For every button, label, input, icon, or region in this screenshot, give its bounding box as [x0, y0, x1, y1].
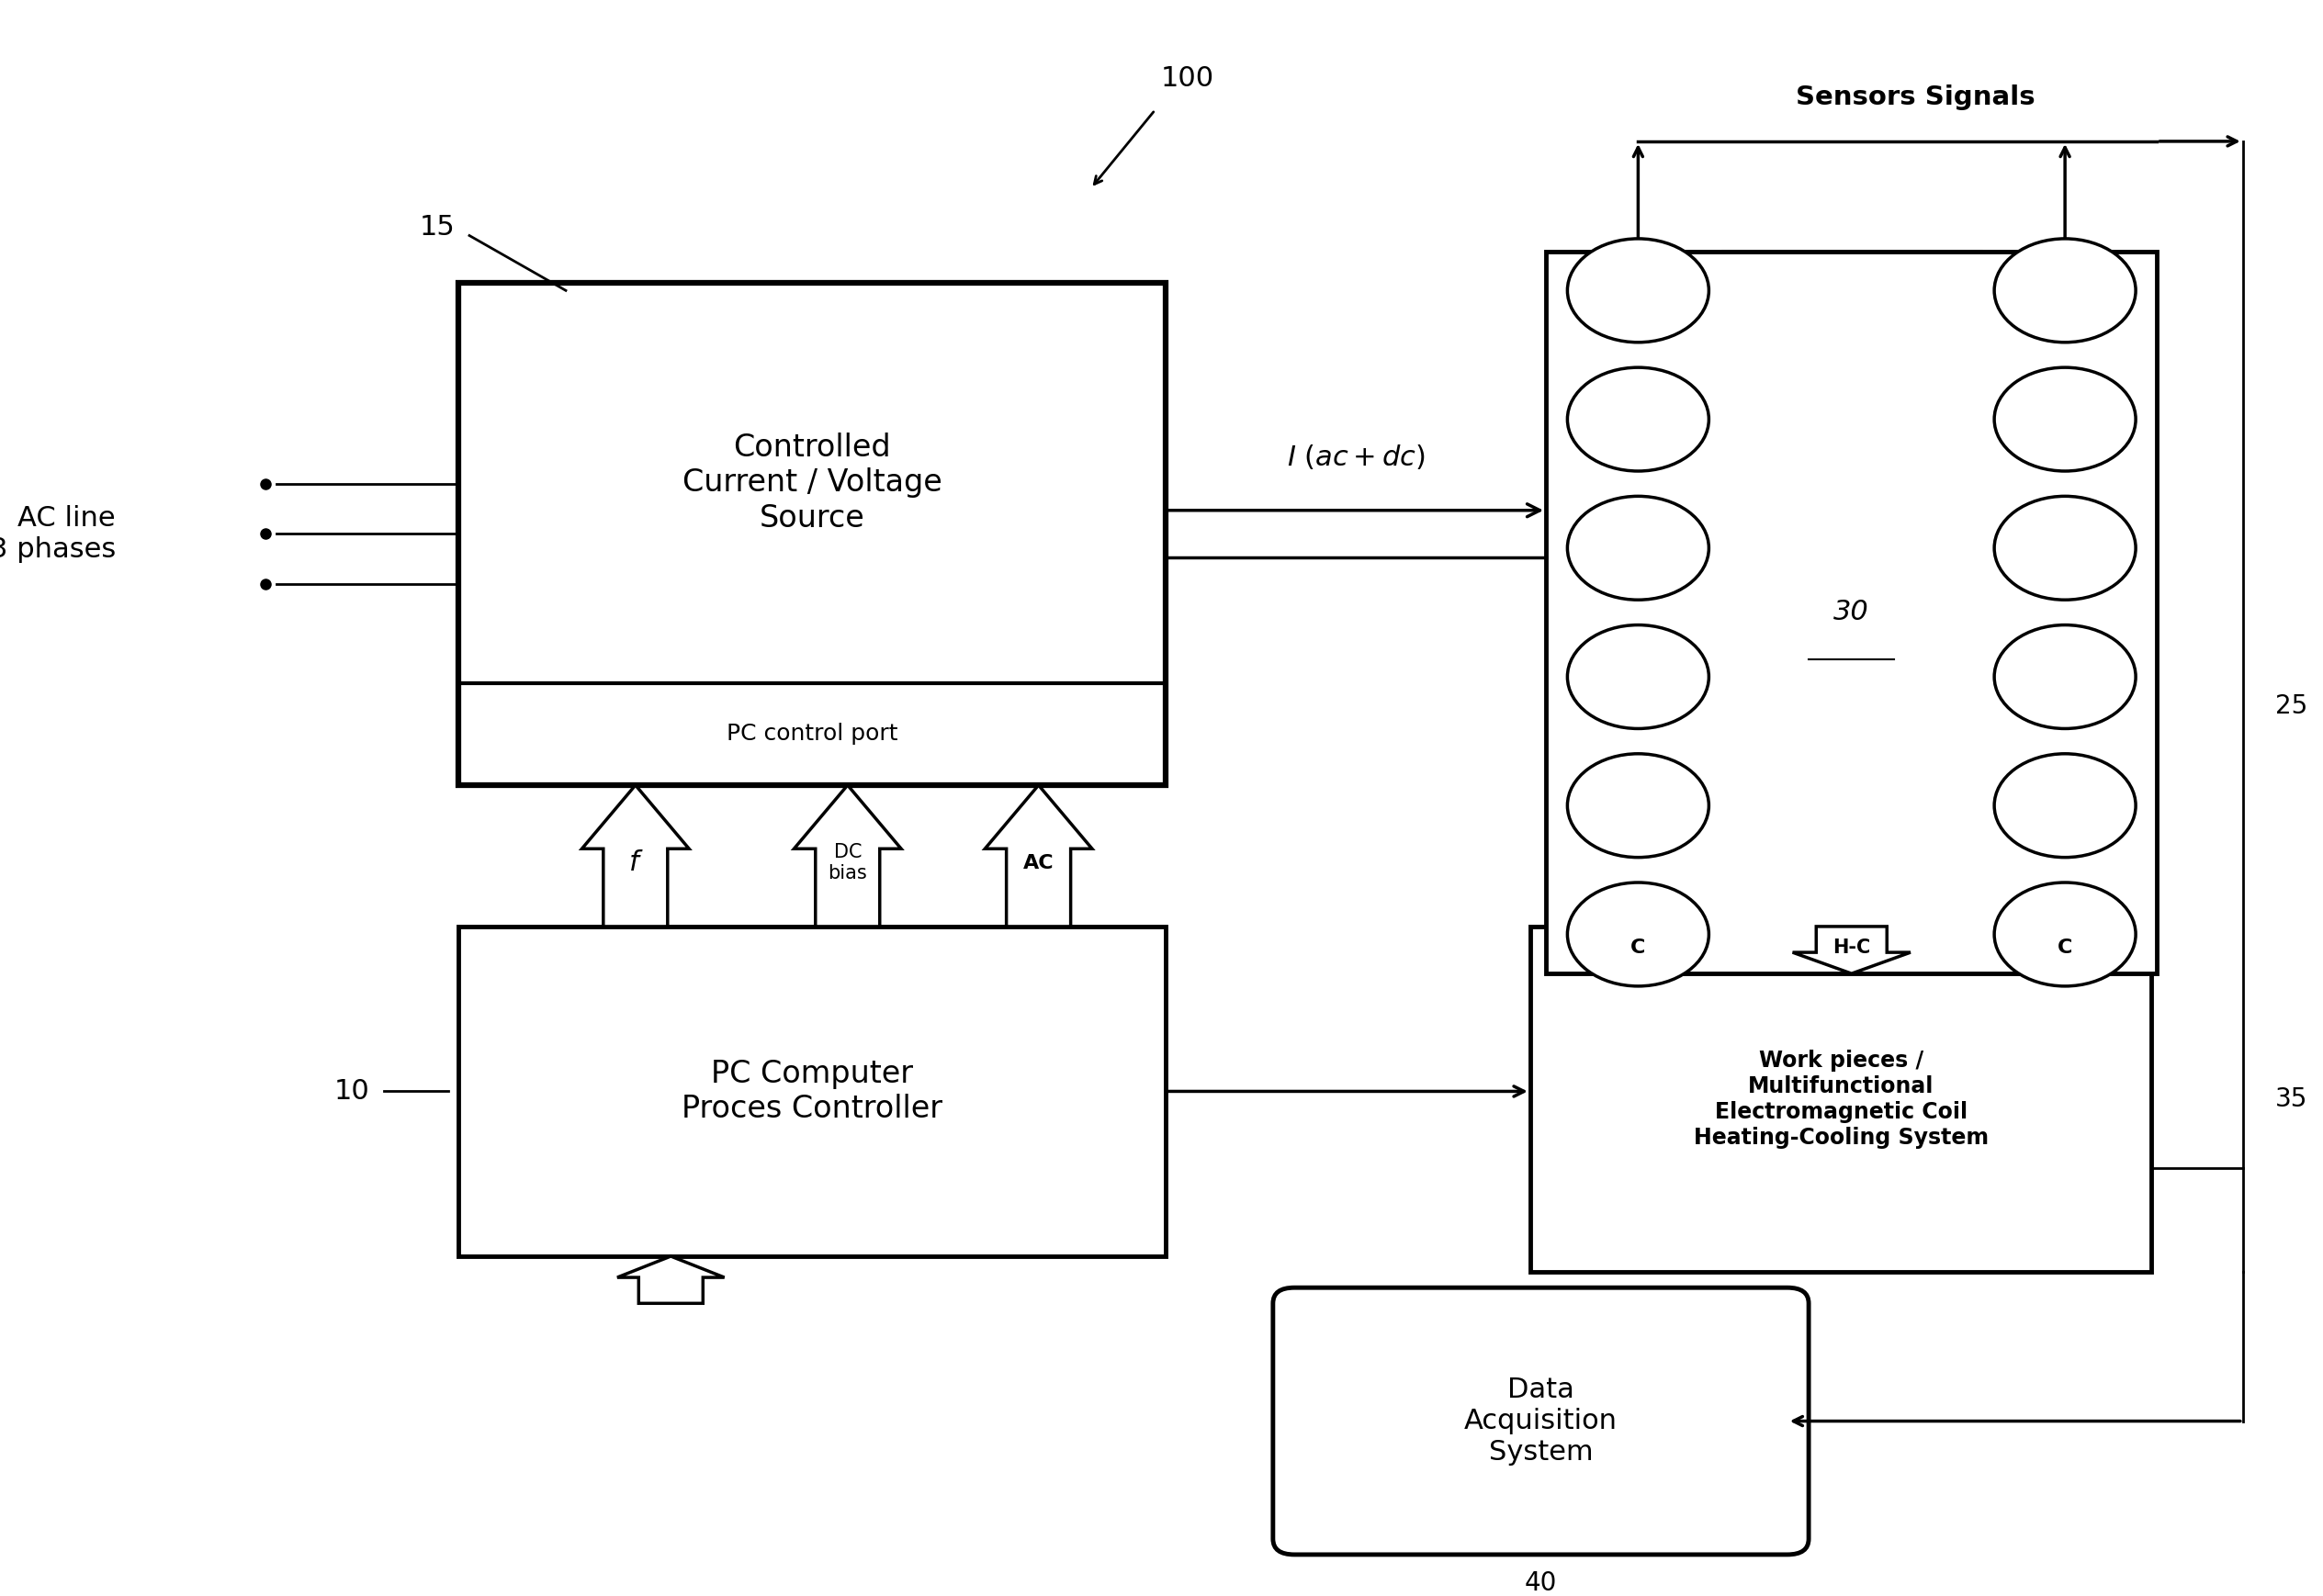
Text: 15: 15: [420, 214, 455, 241]
Text: C: C: [2058, 938, 2072, 958]
Text: DC
bias: DC bias: [827, 843, 866, 883]
Text: 35: 35: [2274, 1087, 2307, 1112]
Text: H-C: H-C: [1833, 938, 1870, 958]
Circle shape: [1568, 367, 1710, 471]
Text: Data
Acquisition
System: Data Acquisition System: [1463, 1377, 1617, 1465]
Text: Sensors Signals: Sensors Signals: [1796, 85, 2035, 110]
Bar: [458, 926, 1166, 1256]
Circle shape: [1993, 626, 2135, 729]
Circle shape: [1993, 367, 2135, 471]
Polygon shape: [618, 1256, 725, 1304]
Circle shape: [1993, 753, 2135, 857]
Text: 10: 10: [335, 1077, 369, 1104]
Text: 100: 100: [1162, 65, 1215, 93]
Text: 25: 25: [2274, 694, 2307, 720]
Circle shape: [1568, 496, 1710, 600]
Circle shape: [1568, 883, 1710, 986]
Circle shape: [1568, 753, 1710, 857]
Circle shape: [1568, 239, 1710, 342]
Bar: [458, 282, 1166, 785]
Bar: [1547, 251, 2158, 974]
Text: AC: AC: [1022, 854, 1055, 871]
Polygon shape: [985, 785, 1092, 926]
Text: Controlled
Current / Voltage
Source: Controlled Current / Voltage Source: [683, 433, 943, 533]
Circle shape: [1993, 883, 2135, 986]
Polygon shape: [2007, 926, 2123, 974]
Text: PC Computer
Proces Controller: PC Computer Proces Controller: [683, 1058, 943, 1124]
Polygon shape: [1793, 926, 1910, 974]
Polygon shape: [1580, 926, 1698, 974]
Text: $\mathit{I}$ $\mathit{(ac+dc)}$: $\mathit{I}$ $\mathit{(ac+dc)}$: [1287, 442, 1426, 471]
FancyBboxPatch shape: [1273, 1288, 1810, 1555]
Text: Work pieces /
Multifunctional
Electromagnetic Coil
Heating-Cooling System: Work pieces / Multifunctional Electromag…: [1693, 1050, 1988, 1149]
Circle shape: [1993, 496, 2135, 600]
Text: $\mathit{f}$: $\mathit{f}$: [627, 849, 643, 876]
Text: PC control port: PC control port: [727, 723, 899, 745]
Circle shape: [1568, 626, 1710, 729]
Text: 40: 40: [1524, 1570, 1556, 1596]
Text: C: C: [1631, 938, 1645, 958]
Bar: [1724, 251, 1979, 974]
Polygon shape: [794, 785, 901, 926]
Bar: [1531, 926, 2151, 1272]
Polygon shape: [581, 785, 690, 926]
Text: AC line
3 phases: AC line 3 phases: [0, 506, 116, 563]
Circle shape: [1993, 239, 2135, 342]
Text: 30: 30: [1833, 598, 1870, 626]
